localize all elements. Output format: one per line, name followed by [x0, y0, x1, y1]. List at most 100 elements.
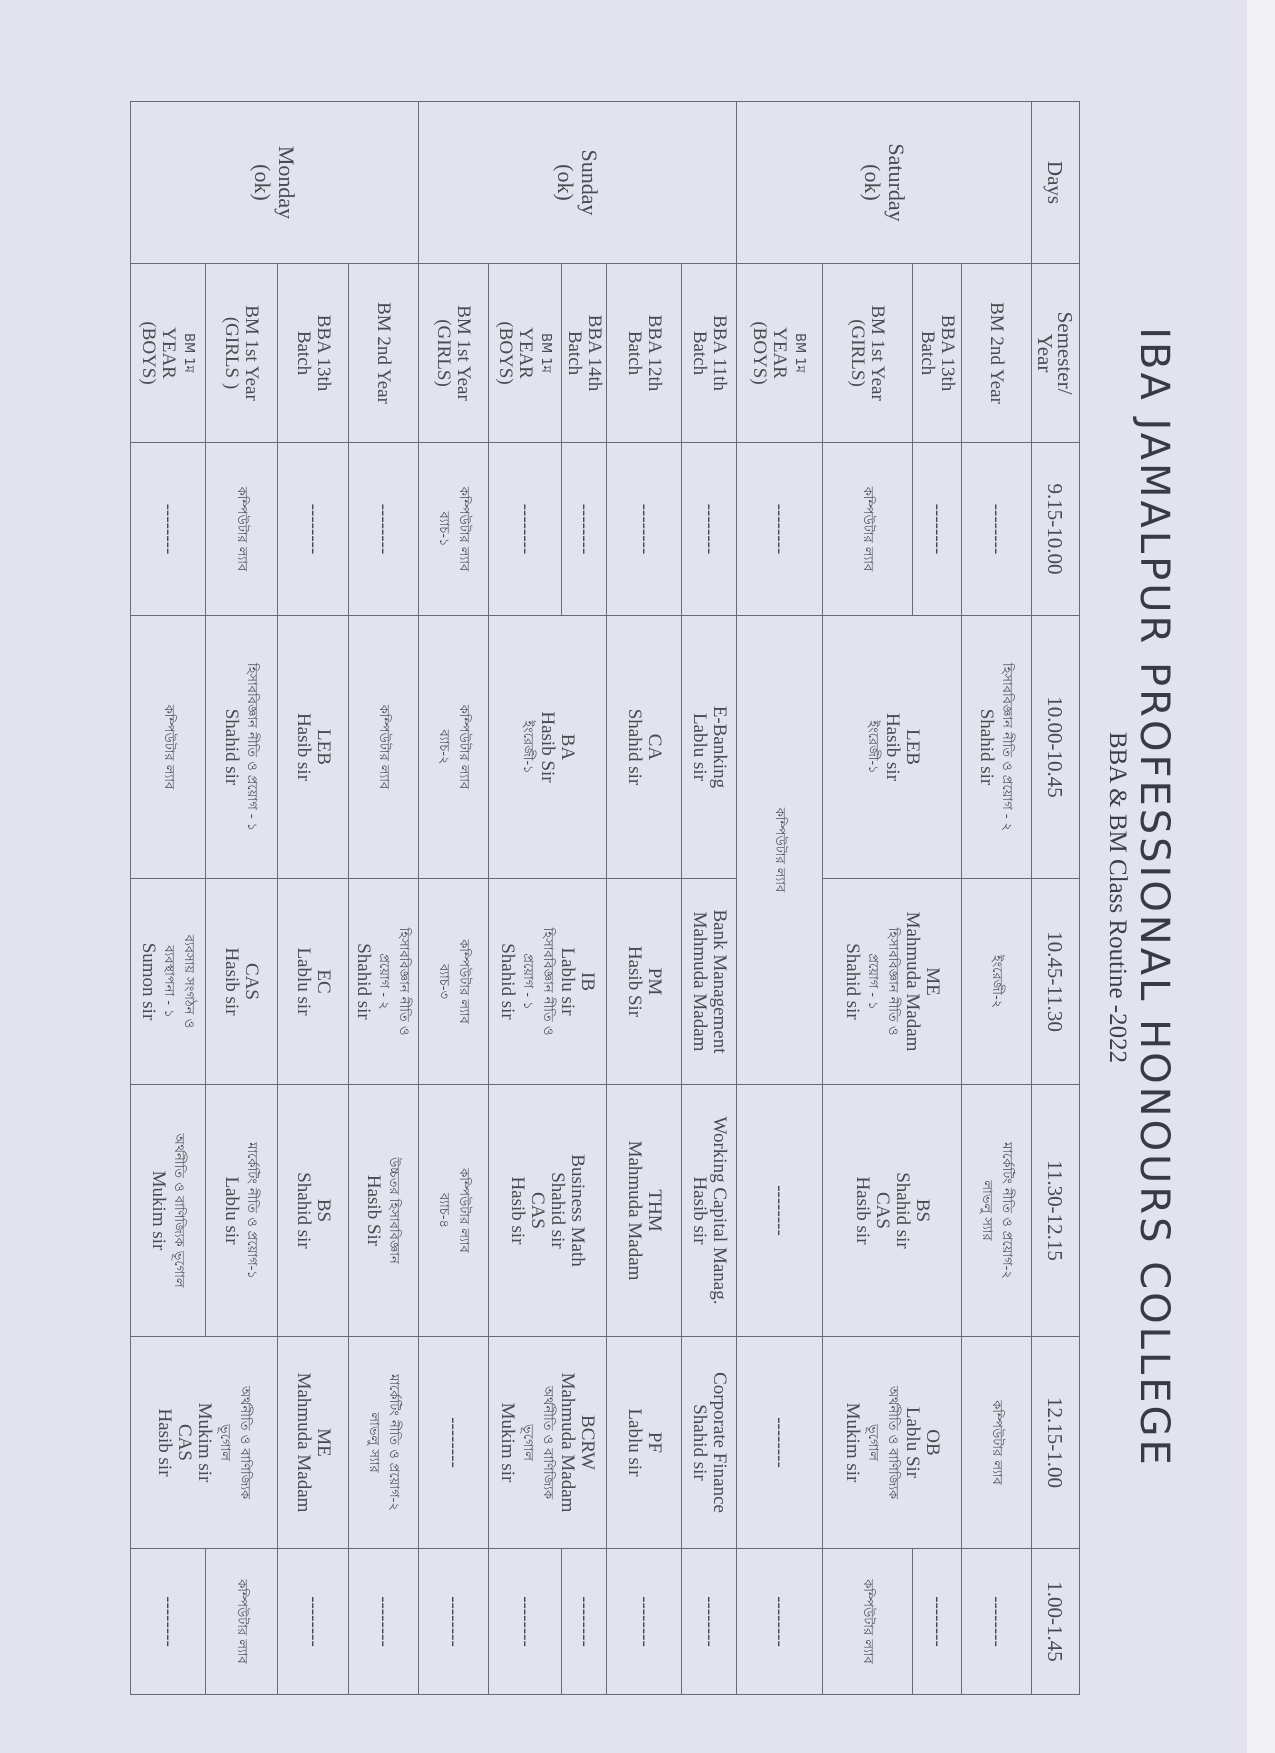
- cell-line: Sunday: [577, 149, 603, 216]
- class-cell: --------: [348, 442, 419, 616]
- cell-line: কম্পিউটার ল্যাব: [456, 1168, 472, 1253]
- class-cell: অর্থনীতি ও বাণিজ্যিক ভূগোল Mukim sir CAS Has…: [130, 1336, 278, 1549]
- header-time-slot: 10.00-10.45: [1031, 615, 1080, 879]
- class-cell: BS Shahid sir CAS Hasib sir: [822, 1084, 962, 1337]
- cell-line: Mukim sir: [842, 1402, 863, 1483]
- cell-line: (GIRLS): [847, 319, 869, 387]
- class-cell: --------: [348, 1548, 419, 1695]
- table-row: BBA 13th Batch -------- LEB Hasib sir EC Lablu…: [277, 102, 349, 1695]
- cell-line: কম্পিউটার ল্যাব: [860, 1579, 876, 1664]
- cell-line: --------: [515, 1596, 536, 1647]
- cell-line: YEAR: [769, 327, 791, 379]
- cell-line: THM: [644, 1189, 665, 1232]
- cell-line: --------: [634, 1596, 655, 1647]
- cell-line: Batch: [564, 330, 585, 376]
- class-cell: --------: [736, 1336, 823, 1549]
- class-cell: মার্কেটিং নীতি ও প্রয়োগ-১ Lablu sir: [205, 1084, 278, 1337]
- cell-line: ME: [313, 1428, 334, 1457]
- cell-line: CAS: [872, 1192, 893, 1229]
- cell-line: (BOYS): [749, 321, 771, 385]
- cell-line: --------: [158, 503, 179, 555]
- cell-line: Hasib sir: [507, 1176, 529, 1245]
- semester-cell: BBA 13th Batch: [277, 263, 349, 443]
- cell-line: --------: [303, 503, 324, 555]
- cell-line: Shahid sir: [842, 943, 863, 1020]
- day-cell: Sunday (ok): [418, 101, 737, 264]
- cell-line: হিসাববিজ্ঞান নীতি ও প্রয়োগ - ১: [244, 662, 260, 832]
- semester-cell: BM 2nd Year: [348, 263, 419, 443]
- header-time-slot: 10.45-11.30: [1031, 878, 1080, 1085]
- header-time-slot: 9.15-10.00: [1031, 442, 1080, 616]
- cell-line: হিসাববিজ্ঞান নীতি ও: [885, 927, 900, 1036]
- class-cell: কম্পিউটার ল্যাব: [736, 615, 823, 1085]
- cell-line: --------: [986, 1596, 1008, 1647]
- class-cell: --------: [736, 442, 823, 616]
- cell-line: Shahid sir: [547, 1172, 569, 1249]
- class-cell: BS Shahid sir: [277, 1084, 349, 1337]
- class-cell: --------: [561, 442, 607, 616]
- class-cell: উচ্চতর হিসাববিজ্ঞান Hasib Sir: [348, 1084, 419, 1337]
- cell-line: কম্পিউটার ল্যাব: [772, 807, 788, 893]
- class-cell: কম্পিউটার ল্যাব: [205, 1548, 278, 1695]
- cell-line: Mahmuda Madam: [689, 911, 710, 1052]
- cell-line: BM 1ম: [792, 333, 808, 373]
- class-cell: --------: [912, 1548, 962, 1695]
- cell-line: BBA 12th: [644, 314, 665, 392]
- cell-line: (BOYS): [138, 321, 159, 385]
- routine-subtitle: BBA & BM Class Routine -2022: [1104, 731, 1131, 1064]
- cell-line: প্রয়োগ - ১: [520, 953, 536, 1010]
- cell-line: Hasib sir: [689, 1176, 710, 1245]
- class-routine-table: Days Semester/Year 9.15-10.00 10.00-10.45 10…: [130, 101, 1080, 1695]
- cell-line: হিসাববিজ্ঞান নীতি ও: [540, 927, 556, 1036]
- college-title: IBA JAMALPUR PROFESSIONAL HONOURS COLLEG…: [1131, 327, 1177, 1468]
- class-cell: হিসাববিজ্ঞান নীতি ও প্রয়োগ - ১ Shahid si…: [205, 615, 278, 879]
- cell-line: --------: [769, 1185, 791, 1236]
- class-cell: --------: [277, 442, 349, 616]
- cell-line: Hasib sir: [852, 1176, 873, 1245]
- cell-line: BCRW: [577, 1415, 599, 1470]
- cell-line: --------: [303, 1596, 324, 1647]
- cell-line: Hasib sir: [154, 1408, 175, 1477]
- cell-line: --------: [515, 503, 536, 555]
- class-cell: CAS Hasib sir: [205, 878, 278, 1085]
- cell-line: (BOYS): [495, 321, 516, 385]
- cell-line: --------: [769, 1417, 791, 1468]
- semester-cell: BM 1st Year (GIRLS): [418, 263, 489, 443]
- cell-line: ব্যাচ-২: [436, 729, 452, 765]
- header-time-slot: 12.15-1.00: [1031, 1336, 1080, 1549]
- class-cell: ইংরেজী-২: [961, 878, 1032, 1085]
- cell-line: (ok): [860, 164, 885, 201]
- class-cell: মার্কেটিং নীতি ও প্রয়োগ-২ লাভলু স্যার: [961, 1084, 1032, 1337]
- table-row: BBA 13th Batch -------- LEB Hasib sir ইংরেজী-…: [822, 102, 962, 1695]
- semester-cell: BM 1st Year (GIRLS): [822, 263, 913, 443]
- cell-line: BM 1st Year: [241, 305, 263, 401]
- cell-line: --------: [373, 1596, 395, 1647]
- cell-line: Sumon sir: [138, 942, 159, 1021]
- header-time-slot: 1.00-1.45: [1031, 1548, 1080, 1695]
- class-cell: --------: [130, 442, 206, 616]
- cell-line: অর্থনীতি ও বাণিজ্যিক: [237, 1385, 252, 1500]
- class-cell: --------: [912, 442, 962, 616]
- semester-cell: BM 1ম YEAR (BOYS): [736, 263, 823, 443]
- class-cell: --------: [606, 1548, 682, 1695]
- header-row: Days Semester/Year 9.15-10.00 10.00-10.45 10…: [1031, 101, 1080, 1695]
- cell-line: ব্যবস্থাপনা - ১: [161, 945, 176, 1018]
- cell-line: EC: [313, 969, 334, 994]
- cell-line: Mukim sir: [497, 1402, 519, 1483]
- class-cell: PM Hasib Sir: [606, 878, 682, 1085]
- cell-line: মার্কেটিং নীতি ও প্রয়োগ-২: [999, 1142, 1015, 1279]
- day-cell: Saturday (ok): [736, 101, 1032, 264]
- cell-line: Hasib Sir: [537, 711, 559, 783]
- cell-line: Batch: [689, 330, 710, 376]
- cell-line: Batch: [624, 330, 645, 376]
- cell-line: Lablu sir: [689, 712, 710, 782]
- cell-line: OB: [922, 1429, 943, 1456]
- cell-line: BM 1st Year: [867, 305, 889, 401]
- table-row: BM 1st Year (GIRLS ) কম্পিউটার ল্যাব হিসাবব…: [130, 102, 278, 1695]
- class-cell: কম্পিউটার ল্যাব: [822, 1548, 913, 1695]
- class-cell: ME Mahmuda Madam হিসাববিজ্ঞান নীতি ও প্রয়ো…: [822, 878, 962, 1085]
- cell-line: --------: [699, 1596, 720, 1647]
- cell-line: কম্পিউটার ল্যাব: [456, 486, 472, 572]
- class-cell: --------: [961, 1548, 1032, 1695]
- cell-line: Hasib Sir: [363, 1174, 385, 1247]
